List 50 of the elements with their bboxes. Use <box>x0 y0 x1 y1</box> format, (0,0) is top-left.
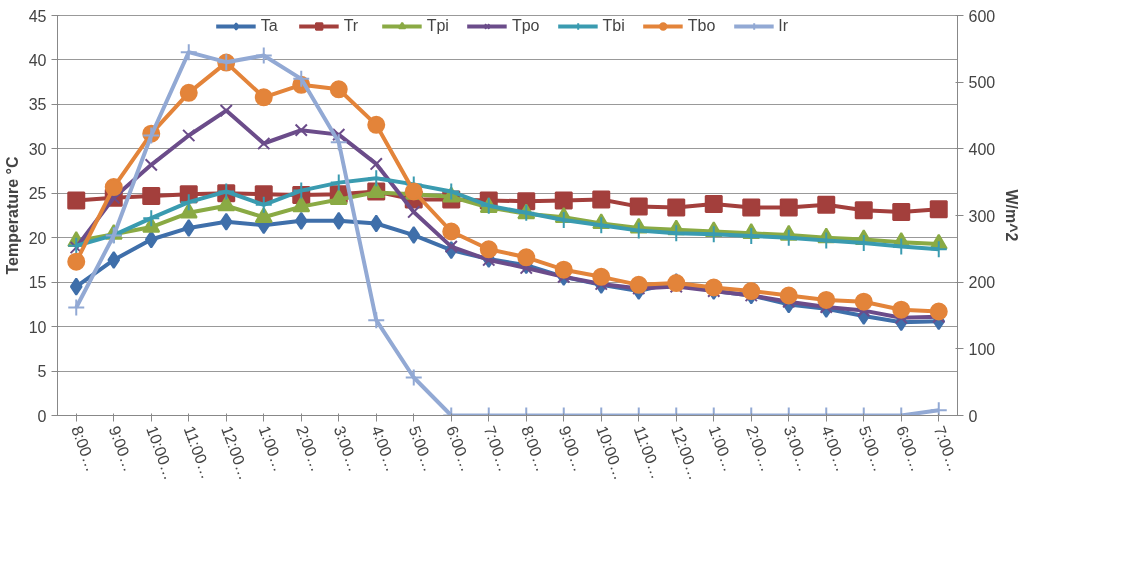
x-tick-label: 12:00… <box>218 423 254 483</box>
y-axis-title: Temperature °C <box>3 155 21 275</box>
x-tick-label: 12:00… <box>668 423 704 483</box>
x-tick-label: 9:00… <box>105 423 138 474</box>
x-tick-label: 1:00… <box>255 423 288 474</box>
y2-tick-label: 0 <box>968 407 978 425</box>
x-tick-label: 6:00… <box>893 423 926 474</box>
x-tick-label: 3:00… <box>780 423 813 474</box>
legend-label: Tr <box>343 17 360 35</box>
y-tick-label: 20 <box>28 229 47 247</box>
x-tick-label: 4:00… <box>368 423 401 474</box>
x-tick-label: 11:00… <box>180 423 216 481</box>
x-tick-label: 9:00… <box>555 423 588 474</box>
y2-tick-label: 600 <box>968 7 996 25</box>
x-tick-label: 10:00… <box>143 423 179 483</box>
y-tick-label: 45 <box>28 7 47 25</box>
x-tick-label: 6:00… <box>443 423 476 474</box>
x-tick-label: 7:00… <box>930 423 963 474</box>
legend-label: Tpo <box>511 17 540 35</box>
x-tick-label: 3:00… <box>330 423 363 474</box>
y2-tick-label: 300 <box>968 207 996 225</box>
x-tick-label: 8:00… <box>68 423 101 474</box>
x-tick-label: 8:00… <box>518 423 551 474</box>
y-tick-label: 40 <box>28 51 47 69</box>
x-tick-label: 10:00… <box>593 423 629 483</box>
y-tick-label: 5 <box>37 363 47 381</box>
y-tick-label: 30 <box>28 140 47 158</box>
x-tick-label: 5:00… <box>855 423 888 474</box>
y-tick-label: 10 <box>28 318 47 336</box>
legend-label: Tbo <box>687 17 716 35</box>
y2-tick-label: 500 <box>968 74 996 92</box>
x-tick-label: 11:00… <box>630 423 666 481</box>
x-tick-label: 4:00… <box>818 423 851 474</box>
y-tick-label: 25 <box>28 185 47 203</box>
y2-tick-label: 100 <box>968 340 996 358</box>
x-tick-label: 1:00… <box>705 423 738 474</box>
y2-axis-title: W/m^2 <box>1003 189 1021 242</box>
x-tick-label: 2:00… <box>743 423 776 474</box>
legend-label: Tbi <box>602 17 625 35</box>
legend-label: Tpi <box>426 17 449 35</box>
legend-label: Ta <box>260 17 279 35</box>
y2-tick-label: 400 <box>968 140 996 158</box>
x-tick-label: 2:00… <box>293 423 326 474</box>
y-tick-label: 0 <box>37 407 47 425</box>
y-tick-label: 15 <box>28 274 47 292</box>
y-tick-label: 35 <box>28 96 47 114</box>
x-tick-label: 7:00… <box>480 423 513 474</box>
y2-tick-label: 200 <box>968 274 996 292</box>
x-tick-label: 5:00… <box>405 423 438 474</box>
legend-label: Ir <box>778 17 790 35</box>
